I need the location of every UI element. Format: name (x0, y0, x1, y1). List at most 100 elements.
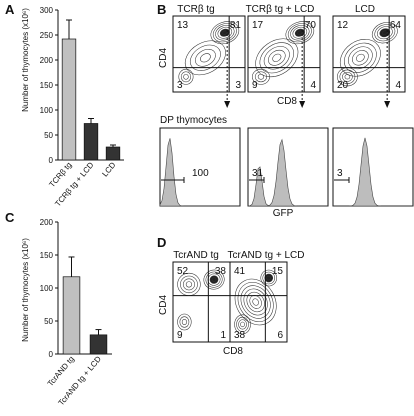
quadrant-value-lr: 4 (310, 80, 316, 91)
contour-line (234, 314, 251, 335)
contour-line (262, 271, 276, 285)
quadrant-value-ur: 38 (215, 266, 227, 277)
quadrant-value-ll: 3 (177, 80, 183, 91)
arrow-head (224, 101, 231, 108)
contour-line (237, 282, 274, 322)
contour-line (344, 74, 351, 80)
contour-line (211, 277, 217, 282)
contour-line (179, 316, 190, 328)
contour-line (236, 316, 249, 332)
histogram-value: 100 (192, 168, 209, 179)
quadrant-value-ul: 13 (177, 20, 189, 31)
bar (105, 146, 121, 161)
flow-d-yaxis: CD4 (158, 295, 169, 315)
histogram-shape (159, 138, 240, 207)
flow-d-title-1: TcrAND tg (173, 250, 219, 261)
flow-d: TcrAND tg TcrAND tg + LCD CD4 CD8 52 38 9 1… (158, 250, 304, 357)
quadrant-value-ll: 9 (177, 330, 183, 341)
contour-line (272, 53, 282, 62)
chart-a-ylabel: Number of thymocytes (x10⁶) (21, 8, 30, 112)
quadrant-value-ul: 52 (177, 266, 189, 277)
contour-line (339, 39, 381, 77)
contour-line (268, 49, 286, 66)
bar (61, 38, 77, 161)
contour-line (257, 73, 265, 80)
histogram-value: 31 (252, 168, 264, 179)
histogram-shape (333, 137, 413, 207)
contour-line (348, 46, 373, 70)
flow-b-yaxis: CD4 (158, 48, 169, 68)
panel-label-a: A (5, 2, 15, 17)
arrow-head (299, 101, 306, 108)
flow-b-title-1: TCRβ tg (177, 4, 214, 15)
contour-line (259, 42, 295, 74)
contour-line (203, 269, 225, 290)
contour-line (252, 298, 259, 306)
arrow-head (384, 101, 391, 108)
contour-line (356, 53, 365, 62)
y-tick-label: 0 (49, 156, 54, 165)
y-tick-label: 50 (44, 317, 53, 326)
contour-line (178, 68, 194, 85)
contour-line (254, 71, 267, 83)
contour-line (182, 278, 195, 291)
contour-line (252, 68, 270, 85)
contour-line (260, 269, 278, 287)
contour-line (205, 271, 223, 288)
y-tick-label: 200 (40, 218, 54, 227)
contour-line (263, 46, 290, 70)
quadrant-value-ur: 64 (390, 20, 402, 31)
flow-b-title-2: TCRβ tg + LCD (246, 4, 315, 15)
panel-label-c: C (5, 210, 15, 225)
flow-b-xaxis: CD8 (277, 96, 297, 107)
chart-c: Number of thymocytes (x10⁶) 0 50 100 150 200… (21, 218, 112, 407)
quadrant-value-ul: 17 (252, 20, 264, 31)
y-tick-label: 0 (49, 350, 54, 359)
plot-frame (332, 15, 406, 93)
y-tick-label: 300 (40, 6, 54, 15)
flow-b-dp-label: DP thymocytes (160, 115, 227, 126)
histogram-value: 3 (337, 168, 343, 179)
x-tick-label: LCD (100, 160, 117, 178)
quadrant-value-ul: 41 (234, 266, 246, 277)
contour-line (339, 69, 356, 84)
quadrant-value-ll: 38 (234, 330, 246, 341)
contour-line (180, 275, 198, 294)
flow-b-gfp-axis: GFP (273, 208, 294, 219)
contour-line (181, 319, 187, 325)
chart-c-ylabel: Number of thymocytes (x10⁶) (21, 238, 30, 342)
contour-line (238, 319, 247, 330)
contour-line (217, 26, 233, 39)
contour-line (287, 23, 312, 43)
quadrant-value-lr: 1 (220, 330, 226, 341)
contour-line (180, 71, 192, 83)
quadrant-value-lr: 3 (235, 80, 241, 91)
contour-line (177, 313, 192, 331)
flow-d-title-2: TcrAND tg + LCD (228, 250, 305, 261)
contour-line (292, 26, 308, 39)
contour-line (210, 21, 240, 45)
y-tick-label: 200 (40, 56, 54, 65)
quadrant-value-ur: 81 (230, 20, 242, 31)
contour-line (374, 24, 396, 42)
flow-b: TCRβ tg TCRβ tg + LCD LCD CD4 CD8 DP thy… (158, 4, 414, 219)
flow-d-xaxis: CD8 (223, 346, 243, 357)
quadrant-value-lr: 4 (395, 80, 401, 91)
contour-line (255, 38, 299, 78)
y-tick-label: 250 (40, 31, 54, 40)
quadrant-value-ll: 9 (252, 80, 258, 91)
y-tick-label: 100 (40, 106, 54, 115)
flow-b-title-3: LCD (355, 4, 375, 15)
quadrant-value-ul: 12 (337, 20, 349, 31)
contour-line (195, 49, 216, 67)
bar (89, 334, 108, 355)
quadrant-value-ur: 70 (305, 20, 317, 31)
contour-line (371, 22, 398, 44)
contour-line (200, 53, 211, 63)
quadrant-value-ll: 20 (337, 80, 349, 91)
histogram-frame (332, 127, 414, 207)
contour-line (352, 50, 369, 66)
contour-line (342, 71, 353, 82)
contour-line (240, 321, 245, 328)
